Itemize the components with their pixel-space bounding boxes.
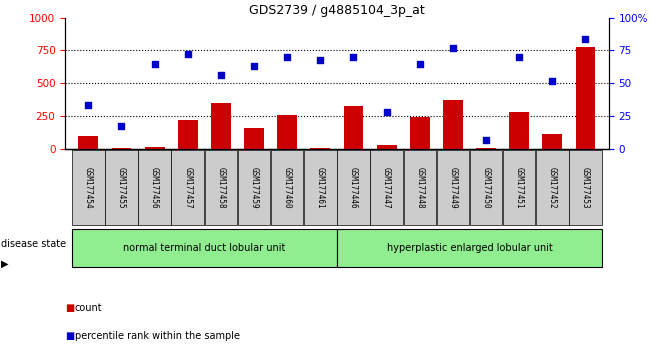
Point [381,109,392,115]
Point [415,61,425,67]
Point [117,124,127,129]
Bar [410,117,430,149]
FancyBboxPatch shape [271,150,303,225]
Bar [509,112,529,149]
Point [149,61,159,67]
FancyBboxPatch shape [569,150,602,225]
Bar [211,103,231,149]
Bar [476,148,496,149]
Point [580,36,590,41]
Point [249,63,259,69]
Bar [178,120,198,149]
FancyBboxPatch shape [72,150,105,225]
Text: GSM177450: GSM177450 [482,167,491,209]
Point [547,78,557,84]
Title: GDS2739 / g4885104_3p_at: GDS2739 / g4885104_3p_at [249,4,424,17]
FancyBboxPatch shape [370,150,403,225]
Bar [344,106,363,149]
FancyBboxPatch shape [404,150,436,225]
Text: hyperplastic enlarged lobular unit: hyperplastic enlarged lobular unit [387,243,553,253]
Point [83,103,94,108]
Text: GSM177452: GSM177452 [548,167,557,209]
Bar [111,148,132,149]
Text: count: count [75,303,102,313]
FancyBboxPatch shape [171,150,204,225]
Point [348,54,359,60]
Bar [443,99,463,149]
Text: ■: ■ [65,303,74,313]
FancyBboxPatch shape [437,150,469,225]
Point [315,57,326,62]
FancyBboxPatch shape [503,150,535,225]
Text: GSM177461: GSM177461 [316,167,325,209]
Bar [277,115,297,149]
Point [215,73,226,78]
FancyBboxPatch shape [72,229,337,267]
Point [182,52,193,57]
FancyBboxPatch shape [337,150,370,225]
Text: GSM177460: GSM177460 [283,167,292,209]
FancyBboxPatch shape [139,150,171,225]
Bar [377,145,396,149]
Text: GSM177453: GSM177453 [581,167,590,209]
Text: normal terminal duct lobular unit: normal terminal duct lobular unit [123,243,286,253]
FancyBboxPatch shape [304,150,337,225]
Bar [78,136,98,149]
Text: ■: ■ [65,331,74,341]
Text: GSM177451: GSM177451 [515,167,523,209]
Text: GSM177456: GSM177456 [150,167,159,209]
Text: GSM177458: GSM177458 [216,167,225,209]
Bar [575,46,596,149]
Point [481,137,492,142]
Bar [145,147,165,149]
Text: GSM177455: GSM177455 [117,167,126,209]
Text: GSM177449: GSM177449 [449,167,458,209]
Text: GSM177448: GSM177448 [415,167,424,209]
Text: GSM177457: GSM177457 [183,167,192,209]
Point [282,54,292,60]
Text: percentile rank within the sample: percentile rank within the sample [75,331,240,341]
FancyBboxPatch shape [105,150,138,225]
FancyBboxPatch shape [470,150,503,225]
FancyBboxPatch shape [536,150,568,225]
Text: GSM177459: GSM177459 [249,167,258,209]
Text: GSM177447: GSM177447 [382,167,391,209]
FancyBboxPatch shape [238,150,270,225]
Bar [244,129,264,149]
FancyBboxPatch shape [204,150,237,225]
Bar [311,148,330,149]
FancyBboxPatch shape [337,229,602,267]
Text: ▶: ▶ [1,259,9,269]
Bar [542,133,562,149]
Point [514,54,525,60]
Text: disease state: disease state [1,239,66,249]
Text: GSM177446: GSM177446 [349,167,358,209]
Point [448,45,458,51]
Text: GSM177454: GSM177454 [84,167,93,209]
